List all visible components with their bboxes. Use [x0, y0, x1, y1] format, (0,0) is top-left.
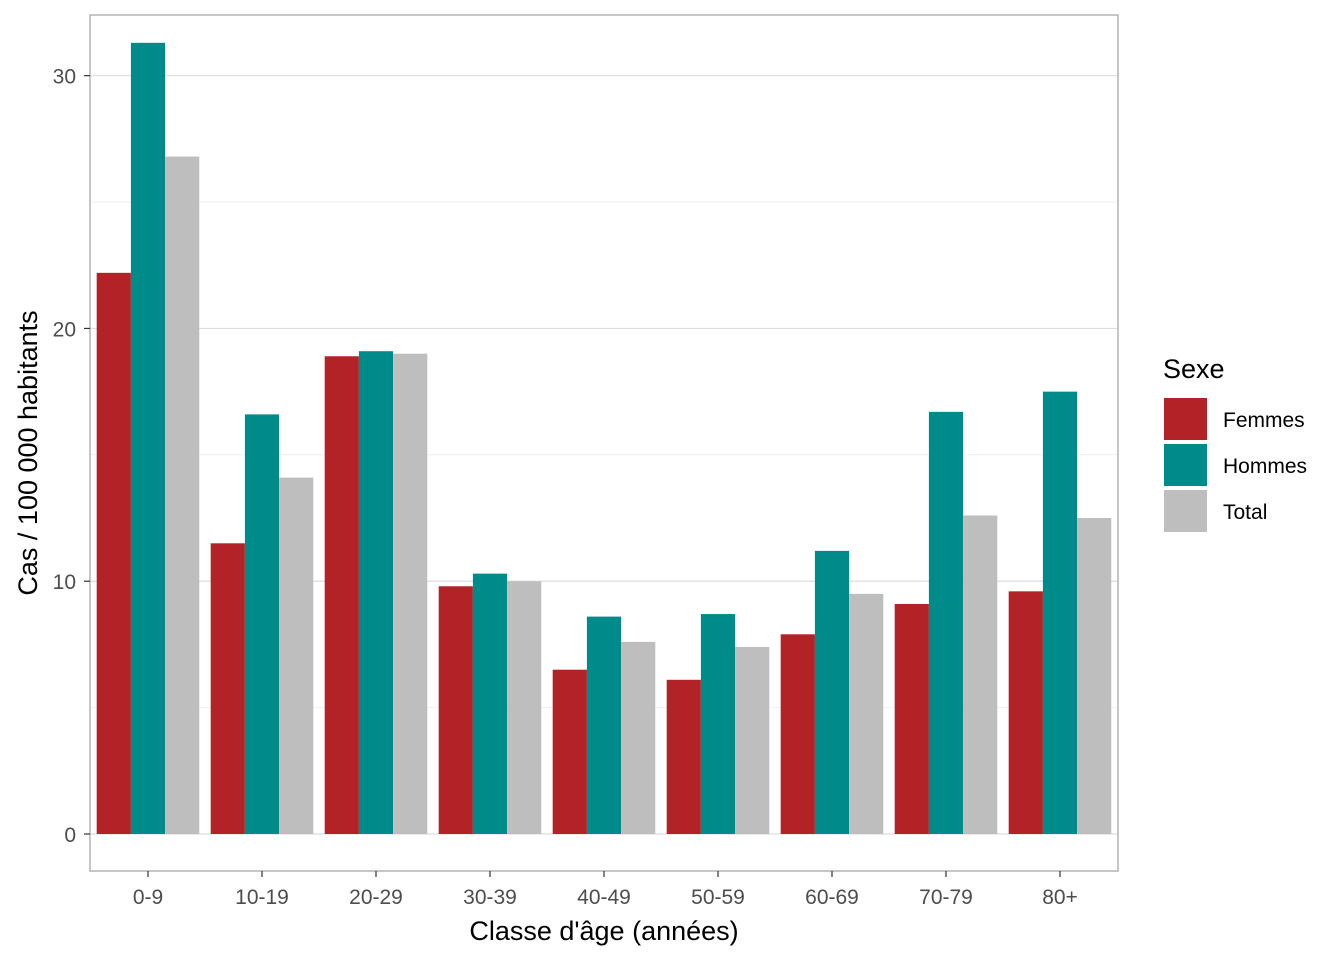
bar-hommes-70-79	[928, 411, 964, 834]
x-tick-label: 0-9	[133, 886, 163, 909]
legend-key-femmes	[1164, 398, 1207, 440]
bar-hommes-20-29	[358, 351, 394, 834]
bar-total-40-49	[621, 641, 656, 834]
bar-hommes-40-49	[586, 616, 622, 834]
bar-femmes-20-29	[324, 356, 359, 834]
bar-femmes-30-39	[438, 586, 473, 834]
y-tick-label: 10	[53, 571, 76, 594]
legend-label-femmes: Femmes	[1223, 409, 1305, 432]
bar-total-50-59	[735, 646, 770, 834]
bar-femmes-10-19	[210, 543, 245, 834]
bar-hommes-10-19	[244, 414, 280, 834]
bar-femmes-70-79	[894, 603, 929, 834]
bar-total-80+	[1077, 518, 1112, 834]
x-tick-label: 70-79	[919, 886, 973, 909]
y-tick-label: 20	[53, 318, 76, 341]
x-tick-label: 80+	[1042, 886, 1078, 909]
x-tick-label: 50-59	[691, 886, 745, 909]
x-tick-label: 60-69	[805, 886, 859, 909]
bar-femmes-50-59	[666, 679, 701, 834]
bar-total-0-9	[165, 156, 200, 835]
legend-label-total: Total	[1223, 501, 1267, 524]
bar-total-30-39	[507, 581, 542, 834]
x-tick-label: 20-29	[349, 886, 403, 909]
bar-total-60-69	[849, 593, 884, 834]
bar-total-20-29	[393, 353, 428, 834]
x-tick-label: 40-49	[577, 886, 631, 909]
x-axis: 0-9 10-19 20-29 30-39 40-49 50-59 60-69 70-79 80…	[133, 871, 1078, 909]
legend-key-total	[1164, 490, 1207, 532]
y-tick-label: 0	[64, 824, 76, 847]
bar-femmes-80+	[1008, 591, 1043, 834]
bar-total-10-19	[279, 477, 314, 834]
bar-femmes-0-9	[96, 272, 131, 834]
legend-key-hommes	[1164, 444, 1207, 486]
bar-hommes-0-9	[130, 42, 166, 835]
bar-hommes-30-39	[472, 573, 508, 834]
y-axis: 0 10 20 30	[53, 66, 90, 847]
bar-hommes-50-59	[700, 614, 736, 834]
legend: Sexe Femmes Hommes Total	[1163, 354, 1307, 532]
bar-hommes-60-69	[814, 550, 850, 834]
x-axis-title: Classe d'âge (années)	[469, 916, 738, 946]
y-axis-title: Cas / 100 000 habitants	[13, 310, 43, 595]
x-tick-label: 30-39	[463, 886, 517, 909]
x-tick-label: 10-19	[235, 886, 289, 909]
y-tick-label: 30	[53, 66, 76, 89]
bar-hommes-80+	[1042, 391, 1078, 834]
bar-total-70-79	[963, 515, 998, 834]
bars	[96, 42, 1112, 835]
legend-title: Sexe	[1163, 354, 1225, 384]
bar-femmes-40-49	[552, 669, 587, 834]
legend-label-hommes: Hommes	[1223, 455, 1307, 478]
bar-femmes-60-69	[780, 634, 815, 834]
